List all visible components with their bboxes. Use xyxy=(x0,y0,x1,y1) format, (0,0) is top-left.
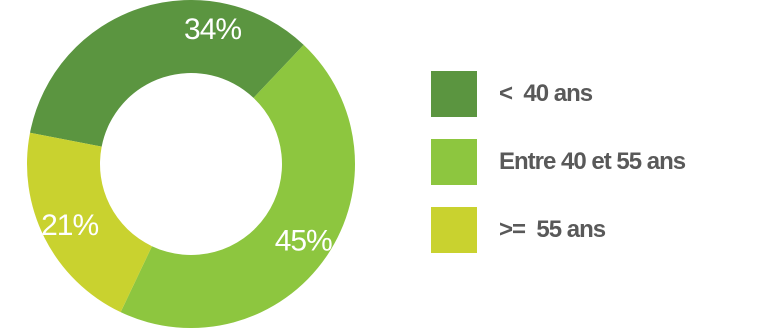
donut-data-labels: 34% 45% 21% xyxy=(41,13,333,257)
legend-item-under-40: < 40 ans xyxy=(431,71,751,117)
legend-item-55-plus: >= 55 ans xyxy=(431,207,751,253)
donut-slice-under-40 xyxy=(30,0,304,147)
data-label-40-to-55: 45% xyxy=(275,224,332,257)
data-label-under-40: 34% xyxy=(184,13,241,46)
data-label-55-plus: 21% xyxy=(41,209,98,242)
legend-label-55-plus: >= 55 ans xyxy=(499,216,606,243)
legend-swatch-under-40 xyxy=(431,71,477,117)
legend-label-under-40: < 40 ans xyxy=(499,80,593,107)
legend-label-40-to-55: Entre 40 et 55 ans xyxy=(499,148,686,175)
legend-swatch-40-to-55 xyxy=(431,139,477,185)
donut-slice-55-plus xyxy=(26,132,152,313)
legend: < 40 ans Entre 40 et 55 ans >= 55 ans xyxy=(431,71,751,275)
legend-swatch-55-plus xyxy=(431,207,477,253)
donut-slice-40-to-55 xyxy=(120,44,355,328)
legend-item-40-to-55: Entre 40 et 55 ans xyxy=(431,139,751,185)
donut-slices xyxy=(26,0,355,328)
